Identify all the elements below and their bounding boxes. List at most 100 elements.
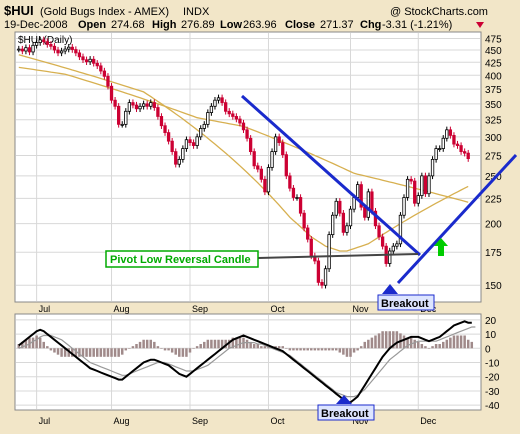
macd-line bbox=[18, 320, 472, 404]
macd-histogram-bar bbox=[60, 348, 63, 357]
candle-body bbox=[448, 129, 453, 136]
macd-histogram-bar bbox=[313, 348, 317, 351]
macd-histogram-bar bbox=[160, 348, 163, 349]
candle-body bbox=[206, 112, 210, 125]
macd-histogram-bar bbox=[359, 346, 363, 349]
macd-histogram-bar bbox=[381, 331, 384, 349]
candle-body bbox=[302, 212, 306, 229]
candle-body bbox=[298, 197, 303, 214]
macd-histogram-bar bbox=[413, 339, 416, 349]
macd-histogram-bar bbox=[441, 341, 445, 349]
macd-histogram-bar bbox=[463, 335, 466, 349]
candle-body bbox=[248, 137, 253, 153]
candle-body bbox=[434, 148, 438, 160]
candle-body bbox=[398, 214, 403, 245]
macd-histogram-bar bbox=[327, 348, 331, 351]
candle-body bbox=[159, 116, 164, 127]
macd-histogram-bar bbox=[31, 337, 35, 349]
macd-histogram-bar bbox=[374, 335, 377, 349]
candle-body bbox=[380, 236, 385, 247]
macd-tick-label: -30 bbox=[485, 387, 500, 398]
candle-body bbox=[427, 175, 431, 195]
candle-body bbox=[377, 225, 381, 238]
macd-histogram-bar bbox=[356, 348, 359, 351]
x-tick-label: Sep bbox=[192, 304, 208, 314]
macd-histogram-bar bbox=[106, 348, 110, 357]
candle-body bbox=[120, 123, 124, 126]
x-tick-label: Nov bbox=[353, 416, 370, 426]
candle-body bbox=[373, 210, 378, 227]
macd-histogram-bar bbox=[431, 346, 434, 349]
macd-histogram-bar bbox=[302, 348, 306, 351]
macd-histogram-bar bbox=[174, 348, 177, 355]
macd-histogram-bar bbox=[124, 348, 128, 351]
macd-histogram-bar bbox=[288, 348, 292, 351]
price-tick-label: 400 bbox=[485, 71, 502, 82]
macd-histogram-bar bbox=[96, 348, 99, 357]
price-tick-label: 200 bbox=[485, 220, 502, 231]
candle-body bbox=[309, 238, 313, 257]
candle-body bbox=[241, 122, 246, 131]
candle-body bbox=[131, 102, 135, 106]
candle-body bbox=[459, 145, 463, 153]
candle-body bbox=[295, 197, 299, 199]
price-tick-label: 150 bbox=[485, 281, 502, 292]
candle-body bbox=[34, 42, 39, 46]
candle-body bbox=[281, 142, 285, 156]
date: 19-Dec-2008 bbox=[4, 19, 68, 31]
candle-body bbox=[177, 158, 181, 165]
candle-body bbox=[31, 44, 35, 53]
macd-histogram-bar bbox=[277, 346, 281, 349]
macd-histogram-bar bbox=[317, 348, 320, 351]
candle-body bbox=[402, 197, 406, 216]
macd-histogram-bar bbox=[285, 348, 288, 349]
x-tick-label: Oct bbox=[270, 304, 285, 314]
macd-histogram-bar bbox=[145, 339, 149, 349]
candle-body bbox=[191, 142, 196, 146]
candle-body bbox=[170, 140, 174, 153]
macd-histogram-bar bbox=[92, 348, 95, 357]
candle-body bbox=[438, 148, 442, 150]
breakout-macd-box bbox=[317, 404, 375, 421]
macd-histogram-bar bbox=[384, 331, 388, 349]
candle-body bbox=[138, 105, 142, 110]
candle-body bbox=[202, 123, 206, 129]
candle-body bbox=[409, 178, 413, 182]
macd-histogram-bar bbox=[324, 348, 327, 351]
macd-histogram-bar bbox=[88, 348, 92, 357]
candle-body bbox=[413, 180, 417, 204]
downtrend-line bbox=[241, 94, 421, 257]
macd-tick-label: -10 bbox=[485, 359, 500, 370]
low-value: 263.96 bbox=[243, 19, 277, 31]
ma-short-line bbox=[18, 54, 469, 252]
candle-body bbox=[127, 102, 132, 112]
candle-body bbox=[341, 212, 346, 233]
candle-body bbox=[102, 70, 107, 77]
macd-histogram-bar bbox=[306, 348, 309, 351]
candle-body bbox=[70, 46, 74, 50]
macd-tick-label: 10 bbox=[485, 330, 497, 341]
macd-histogram-bar bbox=[81, 348, 85, 357]
price-tick-label: 225 bbox=[485, 194, 502, 205]
macd-histogram-bar bbox=[409, 337, 413, 349]
candle-body bbox=[141, 103, 146, 107]
candle-body bbox=[430, 158, 435, 177]
macd-histogram-bar bbox=[167, 348, 170, 351]
macd-histogram-bar bbox=[199, 344, 202, 349]
candle-body bbox=[174, 151, 178, 165]
candle-body bbox=[355, 184, 360, 198]
macd-histogram-bar bbox=[466, 339, 470, 349]
candle-body bbox=[284, 154, 288, 177]
macd-histogram-bar bbox=[459, 335, 463, 349]
candle-body bbox=[238, 118, 242, 124]
candle-body bbox=[277, 136, 281, 144]
macd-histogram-bar bbox=[78, 348, 81, 357]
macd-histogram-bar bbox=[295, 348, 299, 351]
candle-body bbox=[49, 44, 53, 47]
macd-histogram-bar bbox=[46, 346, 49, 349]
macd-lines bbox=[18, 320, 476, 404]
breakout-price-label: Breakout bbox=[381, 298, 429, 310]
candle-body bbox=[259, 168, 263, 180]
macd-histogram-bar bbox=[142, 339, 145, 349]
